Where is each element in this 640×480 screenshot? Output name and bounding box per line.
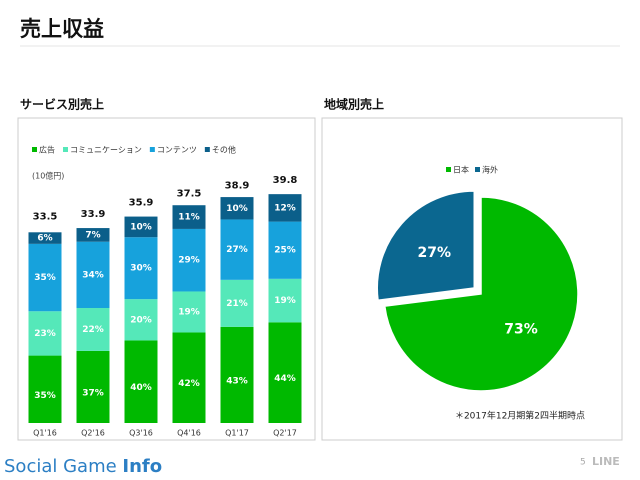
total-label: 37.5: [177, 188, 202, 199]
data-label: 42%: [178, 379, 200, 389]
data-label: 43%: [226, 376, 248, 386]
legend-swatch: [475, 167, 480, 172]
bar-segment: [172, 205, 206, 229]
data-label: 29%: [178, 256, 200, 266]
slide-title: 売上収益: [20, 17, 104, 41]
chart-title: 地域別売上: [324, 97, 384, 112]
legend-swatch: [446, 167, 451, 172]
data-label: 10%: [226, 204, 248, 214]
data-label: 35%: [34, 273, 56, 283]
brand-text: Social Game: [4, 456, 117, 477]
data-label: 37%: [82, 388, 104, 398]
data-label: 19%: [178, 307, 200, 317]
data-label: 25%: [274, 246, 296, 256]
data-label: 12%: [274, 203, 296, 213]
note: ＊2017年12月期第2四半期時点: [455, 410, 585, 422]
data-label: 21%: [226, 299, 248, 309]
bar-segment: [28, 243, 62, 312]
pie-slice: [383, 196, 579, 392]
x-tick-label: Q4'16: [177, 429, 201, 438]
total-label: 39.8: [273, 175, 298, 186]
chart-title: サービス別売上: [20, 97, 104, 112]
bar-segment: [124, 299, 158, 341]
x-tick-label: Q1'17: [225, 429, 249, 438]
legend-label: その他: [212, 145, 236, 155]
bar-segment: [124, 237, 158, 300]
data-label: 23%: [34, 329, 56, 339]
bar-segment: [124, 340, 158, 423]
legend-swatch: [204, 147, 210, 152]
bar-segment: [76, 350, 110, 423]
bar-segment: [268, 322, 302, 423]
bar-segment: [172, 228, 206, 292]
data-label: 27%: [417, 245, 451, 261]
bar-segment: [124, 216, 158, 238]
x-tick-label: Q2'17: [273, 429, 297, 438]
data-label: 11%: [178, 213, 200, 223]
legend-label: 海外: [482, 165, 498, 175]
legend-label: コンテンツ: [157, 146, 197, 155]
panel: [321, 117, 623, 441]
brand: Social Game Info: [4, 456, 162, 477]
data-label: 19%: [274, 296, 296, 306]
legend-label: 広告: [39, 145, 55, 155]
bar-segment: [268, 221, 302, 279]
bar-segment: [76, 228, 110, 242]
unit-label: (10億円): [32, 171, 64, 181]
x-tick-label: Q2'16: [81, 429, 105, 438]
data-label: 6%: [37, 234, 52, 244]
bar-segment: [76, 307, 110, 351]
total-label: 35.9: [129, 198, 154, 209]
bar-segment: [220, 326, 254, 423]
bar-segment: [220, 279, 254, 327]
data-label: 10%: [130, 222, 152, 232]
data-label: 27%: [226, 245, 248, 255]
data-label: 30%: [130, 264, 152, 274]
bar-segment: [28, 232, 62, 244]
data-label: 44%: [274, 374, 296, 384]
brand-bold: Info: [122, 456, 162, 477]
bar-segment: [268, 278, 302, 323]
bar-segment: [220, 197, 254, 220]
page-number: 5: [580, 458, 586, 468]
bar-segment: [28, 311, 62, 356]
legend-swatch: [63, 147, 68, 152]
bar-segment: [172, 332, 206, 423]
x-tick-label: Q3'16: [129, 429, 153, 438]
total-label: 33.5: [33, 211, 58, 222]
x-tick-label: Q1'16: [33, 429, 57, 438]
bar-segment: [76, 241, 110, 308]
bar-segment: [220, 219, 254, 280]
legend-swatch: [149, 147, 155, 152]
panel: [17, 117, 316, 441]
pie-slice: [376, 190, 475, 302]
data-label: 7%: [85, 230, 100, 240]
legend-label: 日本: [453, 165, 469, 175]
data-label: 34%: [82, 270, 104, 280]
bar-segment: [28, 355, 62, 423]
legend-swatch: [32, 147, 37, 152]
total-label: 33.9: [81, 209, 106, 220]
legend-label: コミュニケーション: [70, 146, 142, 155]
data-label: 22%: [82, 325, 104, 335]
bar-segment: [268, 194, 302, 222]
data-label: 20%: [130, 315, 152, 325]
bar-segment: [172, 291, 206, 333]
total-label: 38.9: [225, 180, 250, 191]
data-label: 40%: [130, 383, 152, 393]
data-label: 35%: [34, 391, 56, 401]
data-label: 73%: [504, 321, 538, 337]
logo: LINE: [592, 455, 620, 468]
